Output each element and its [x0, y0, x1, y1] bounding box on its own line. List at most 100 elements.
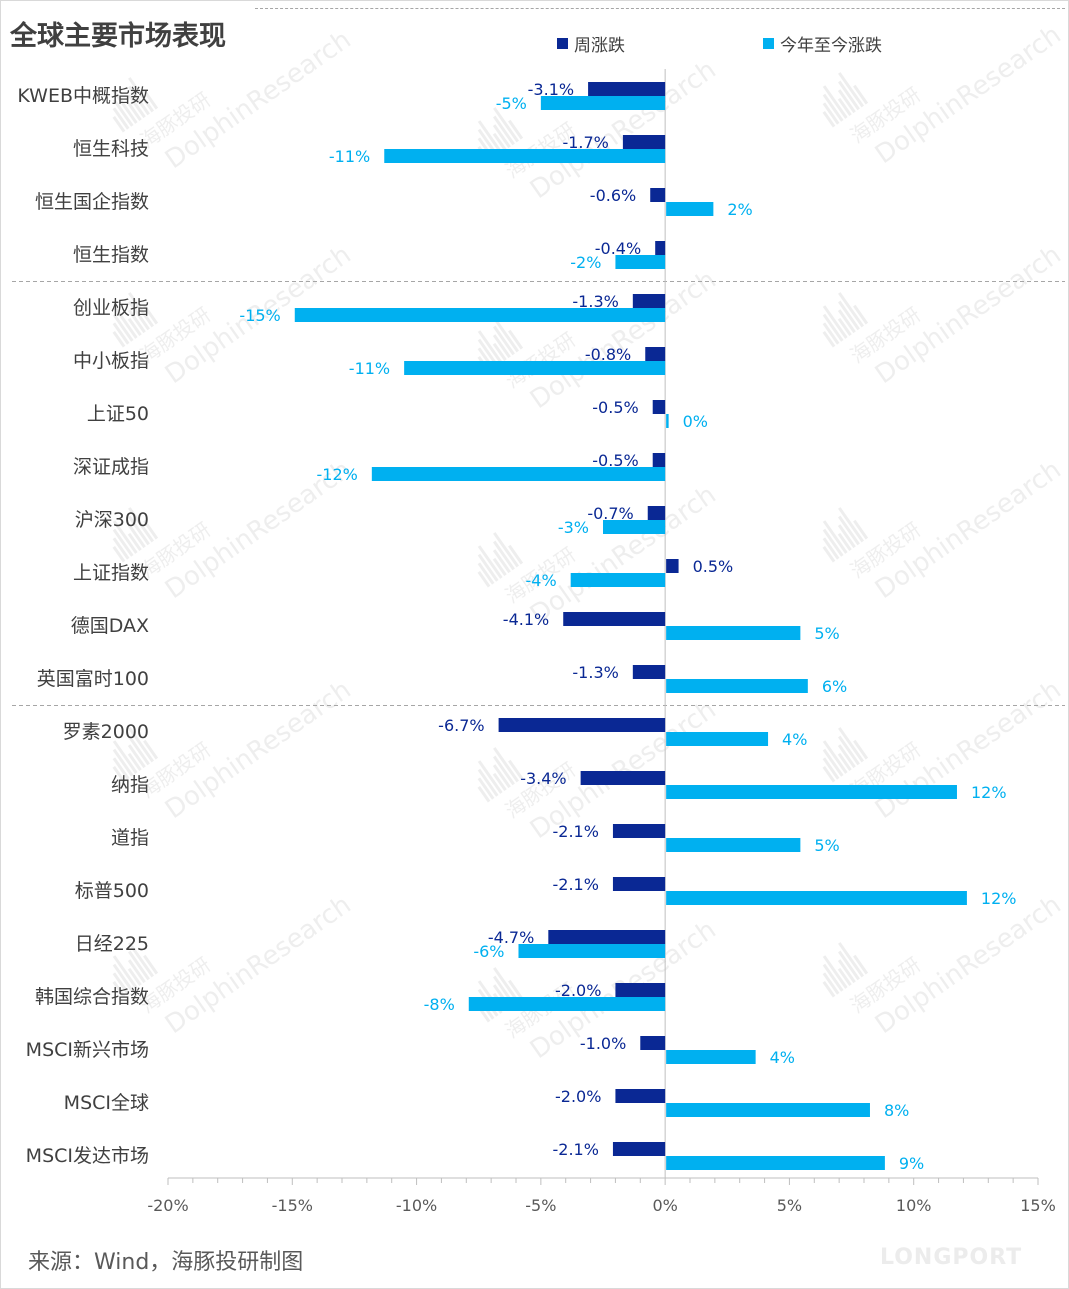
- watermark-bar: [492, 132, 507, 151]
- category-label: 标普500: [75, 880, 149, 902]
- bar-weekly: [612, 824, 666, 838]
- watermark-bar: [508, 544, 524, 565]
- bar-ytd: [570, 573, 666, 587]
- watermark-bar: [127, 300, 150, 331]
- watermark-bar: [477, 570, 491, 588]
- legend-item-weekly: 周涨跌: [557, 31, 625, 56]
- bar-ytd: [540, 96, 666, 110]
- watermark-bar: [477, 545, 503, 579]
- watermark-bar: [143, 739, 159, 760]
- watermark-bar: [837, 317, 852, 336]
- bar-ytd: [404, 361, 666, 375]
- x-tick-label: 0%: [652, 1196, 677, 1215]
- bar-weekly: [498, 718, 666, 732]
- watermark-bar: [822, 740, 848, 774]
- watermark-bar: [477, 760, 503, 794]
- bar-ytd: [468, 997, 666, 1011]
- category-label: MSCI新兴市场: [26, 1039, 149, 1061]
- watermark-bar: [837, 309, 856, 334]
- bar-ytd: [666, 414, 669, 428]
- data-label-weekly: -3.4%: [520, 769, 566, 788]
- watermark-bar: [853, 519, 869, 540]
- data-label-weekly: -0.8%: [585, 345, 631, 364]
- x-tick-label: -10%: [396, 1196, 437, 1215]
- watermark-bar: [112, 765, 126, 783]
- data-label-weekly: -6.7%: [438, 716, 484, 735]
- watermark-bar: [127, 967, 142, 986]
- watermark-bar: [112, 757, 130, 780]
- watermark-bar: [837, 89, 856, 114]
- legend-label-ytd: 今年至今涨跌: [780, 36, 882, 56]
- watermark-bar: [493, 317, 520, 353]
- watermark-bar: [127, 735, 150, 766]
- watermark-bar: [822, 972, 840, 995]
- watermark-bar: [127, 959, 146, 984]
- bar-weekly: [615, 1089, 666, 1103]
- watermark-bar: [492, 755, 515, 786]
- bar-weekly: [612, 877, 666, 891]
- watermark-bar: [492, 325, 515, 356]
- watermark-bar: [837, 532, 852, 551]
- bar-weekly: [652, 400, 666, 414]
- x-tick-label: 5%: [777, 1196, 802, 1215]
- watermark-bar: [112, 322, 130, 345]
- watermark-bar: [128, 507, 155, 543]
- watermark-bar: [112, 963, 134, 992]
- category-label: 韩国综合指数: [35, 986, 149, 1008]
- watermark-bar: [508, 759, 524, 780]
- watermark-bar: [837, 959, 856, 984]
- watermark-bar: [838, 72, 865, 108]
- data-label-weekly: -1.7%: [562, 133, 608, 152]
- bar-ytd: [666, 785, 957, 799]
- watermark-bar: [822, 520, 848, 554]
- watermark-bar: [112, 537, 130, 560]
- watermark-bar: [492, 772, 507, 791]
- category-label: 英国富时100: [37, 668, 149, 690]
- data-label-weekly: -2.0%: [555, 981, 601, 1000]
- category-label: 上证50: [87, 403, 149, 425]
- watermark-bar: [112, 330, 126, 348]
- watermark-bar: [822, 537, 840, 560]
- watermark-bar: [127, 515, 150, 546]
- data-label-ytd: 8%: [884, 1101, 909, 1120]
- watermark-bar: [128, 942, 155, 978]
- watermark-bar: [853, 739, 869, 760]
- watermark-bar: [477, 777, 495, 800]
- legend-swatch-weekly: [557, 38, 568, 49]
- source-note: 来源：Wind，海豚投研制图: [28, 1250, 304, 1275]
- watermark-bar: [837, 744, 856, 769]
- category-label: 沪深300: [75, 509, 149, 531]
- data-label-weekly: -4.7%: [488, 928, 534, 947]
- watermark-bar: [112, 305, 138, 339]
- watermark-bar: [493, 967, 520, 1003]
- watermark-bar: [127, 309, 146, 334]
- page-title: 全球主要市场表现: [10, 21, 226, 52]
- watermark-bar: [112, 90, 138, 124]
- watermark-bar: [822, 545, 836, 563]
- bar-ytd: [666, 891, 967, 905]
- data-label-ytd: 12%: [971, 783, 1007, 802]
- watermark-bar: [822, 322, 840, 345]
- x-tick-label: -15%: [272, 1196, 313, 1215]
- category-label: 上证指数: [73, 562, 149, 584]
- watermark-bar: [477, 785, 491, 803]
- watermark-bar: [837, 735, 860, 766]
- data-label-ytd: -8%: [424, 995, 455, 1014]
- watermark-bar: [822, 93, 844, 122]
- watermark-bar: [112, 313, 134, 342]
- watermark-bar: [127, 94, 146, 119]
- data-label-ytd: 5%: [814, 836, 839, 855]
- bar-ytd: [603, 520, 666, 534]
- bar-ytd: [666, 1103, 870, 1117]
- watermark-bar: [837, 967, 852, 986]
- watermark-bar: [508, 329, 524, 350]
- watermark-bar: [837, 515, 860, 546]
- bar-weekly: [615, 983, 666, 997]
- watermark-bar: [822, 305, 848, 339]
- data-label-ytd: -12%: [316, 465, 357, 484]
- watermark-bar: [492, 124, 511, 149]
- watermark-bar: [477, 330, 503, 364]
- x-tick-label: -20%: [147, 1196, 188, 1215]
